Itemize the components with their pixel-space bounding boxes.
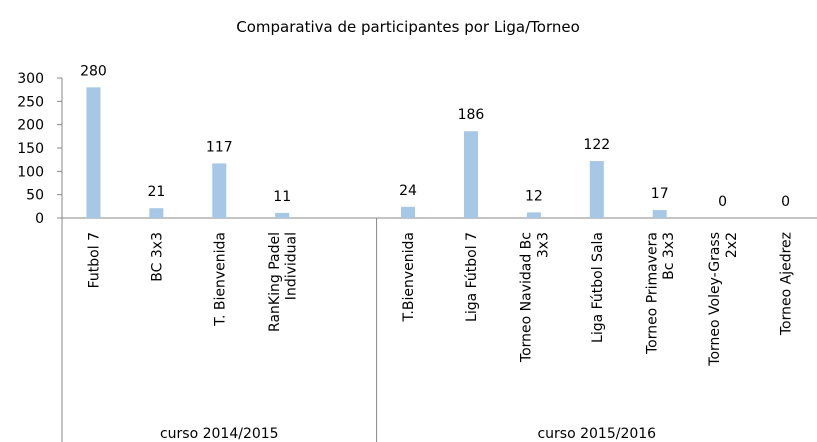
value-label: 17	[651, 186, 669, 202]
x-tick-label: Torneo Ajedrez	[779, 232, 795, 336]
y-tick-label: 300	[17, 71, 44, 87]
bar	[212, 163, 227, 218]
bar	[275, 212, 290, 218]
y-tick-label: 200	[17, 118, 44, 134]
x-tick-label: BC 3x3	[149, 232, 165, 282]
bar	[86, 87, 101, 218]
y-tick-label: 100	[17, 164, 44, 180]
value-label: 186	[458, 107, 485, 123]
x-tick-label: Liga Fútbol Sala	[590, 232, 606, 343]
group-label: curso 2015/2016	[537, 426, 656, 442]
bar	[526, 212, 541, 218]
value-label: 280	[80, 63, 107, 79]
y-tick-label: 50	[26, 188, 44, 204]
chart-title: Comparativa de participantes por Liga/To…	[236, 18, 580, 36]
x-tick-label: Liga Fútbol 7	[464, 232, 480, 322]
value-label: 0	[718, 194, 727, 210]
x-tick-label: Torneo PrimaveraBc 3x3	[644, 232, 677, 355]
x-tick-label: T. Bienvenida	[212, 232, 228, 327]
x-tick-label: T.Bienvenida	[401, 232, 417, 322]
x-tick-label: RanKing PadelIndividual	[267, 232, 300, 332]
value-label: 21	[147, 184, 165, 200]
value-label: 0	[781, 194, 790, 210]
y-tick-label: 0	[35, 211, 44, 227]
bar	[589, 161, 604, 218]
value-label: 11	[273, 189, 291, 205]
value-label: 24	[399, 183, 417, 199]
bar	[463, 131, 478, 218]
x-tick-label: Torneo Navidad Bc3x3	[518, 232, 551, 363]
group-label: curso 2014/2015	[160, 426, 279, 442]
value-label: 117	[206, 139, 233, 155]
bar	[401, 206, 416, 218]
value-label: 12	[525, 188, 543, 204]
value-label: 122	[583, 137, 610, 153]
x-tick-label: Futbol 7	[86, 232, 102, 288]
y-tick-label: 150	[17, 141, 44, 157]
bar	[652, 210, 667, 218]
y-tick-label: 250	[17, 94, 44, 110]
x-tick-label: Torneo Voley-Grass2x2	[707, 232, 740, 367]
bar	[149, 208, 164, 218]
